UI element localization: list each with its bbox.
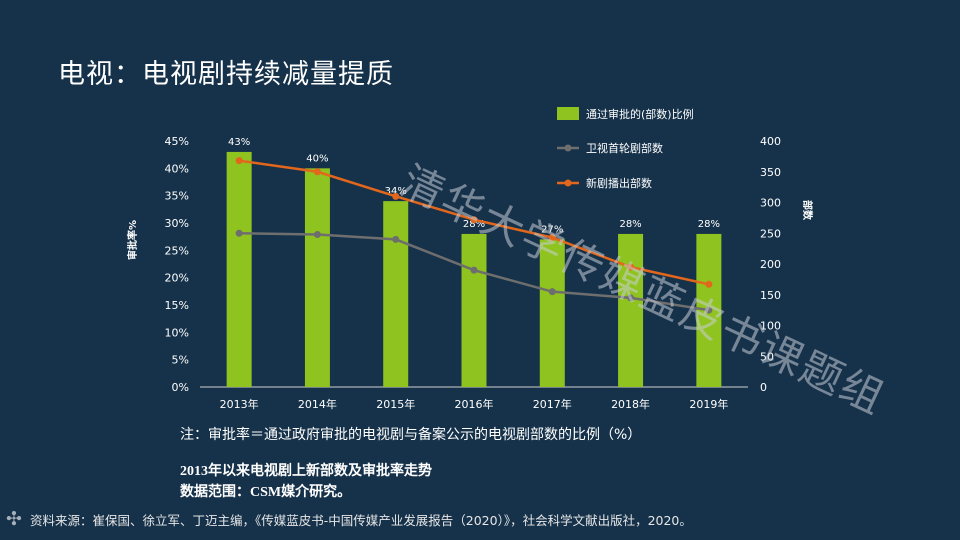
bar [304,168,330,387]
line-point [392,192,400,200]
bar [539,239,565,387]
line-point [548,288,556,296]
y2-axis-label: 部数 [801,200,814,221]
y2-tick-label: 150 [760,289,781,302]
y2-tick-label: 0 [760,381,767,394]
y-tick-label: 15% [165,299,189,312]
y-tick-label: 35% [165,190,189,203]
legend-label: 卫视首轮剧部数 [586,141,663,155]
legend-swatch-marker [564,144,572,152]
y-tick-label: 20% [165,272,189,285]
y2-tick-label: 100 [760,320,781,333]
bar-data-label: 28% [698,219,720,230]
line-point [235,229,243,237]
bar-data-label: 43% [228,137,250,148]
line-point [705,280,713,288]
x-tick-label: 2019年 [689,397,728,411]
data-scope: 数据范围：CSM媒介研究。 [180,485,352,500]
line-point [470,266,478,274]
y2-tick-label: 50 [760,350,774,363]
y2-tick-label: 250 [760,227,781,240]
brand-logo: ✣ [6,508,22,530]
line-point [627,294,635,302]
y-tick-label: 10% [165,326,189,339]
legend-swatch-bar [557,107,579,120]
line-point [313,230,321,238]
bar-data-label: 28% [463,219,485,230]
x-tick-label: 2013年 [220,397,259,411]
bar [383,201,409,387]
bar [461,233,487,387]
line-point [235,157,243,165]
legend-swatch-marker [564,179,572,187]
y-tick-label: 0% [172,381,189,394]
y-tick-label: 5% [172,354,189,367]
y2-tick-label: 200 [760,258,781,271]
y-tick-label: 30% [165,217,189,230]
bar [226,151,252,387]
x-tick-label: 2015年 [376,397,415,411]
legend-label: 通过审批的(部数)比例 [586,107,694,121]
y-axis-label: 审批率% [126,220,139,260]
bar-data-label: 34% [385,186,407,197]
source-citation: 资料来源：崔保国、徐立军、丁迈主编，《传媒蓝皮书-中国传媒产业发展报告（2020… [30,513,692,528]
bar-data-label: 27% [541,224,563,235]
bar-data-label: 28% [619,219,641,230]
page-title: 电视：电视剧持续减量提质 [58,59,394,90]
x-tick-label: 2016年 [455,397,494,411]
x-tick-label: 2014年 [298,397,337,411]
line-point [705,306,713,314]
line-point [470,216,478,224]
line-point [313,168,321,176]
y2-tick-label: 300 [760,197,781,210]
y-tick-label: 40% [165,162,189,175]
chart-note: 注：审批率＝通过政府审批的电视剧与备案公示的电视剧部数的比例（%） [180,427,642,443]
y2-tick-label: 400 [760,135,781,148]
bar-data-label: 40% [306,153,328,164]
y-tick-label: 45% [165,135,189,148]
y2-tick-label: 350 [760,166,781,179]
line-point [548,234,556,242]
bar [618,233,644,387]
chart-subtitle: 2013年以来电视剧上新部数及审批率走势 [180,464,432,479]
x-tick-label: 2018年 [611,397,650,411]
line-point [392,235,400,243]
y-tick-label: 25% [165,244,189,257]
line-point [627,263,635,271]
x-tick-label: 2017年 [533,397,572,411]
legend-label: 新剧播出部数 [586,176,652,190]
